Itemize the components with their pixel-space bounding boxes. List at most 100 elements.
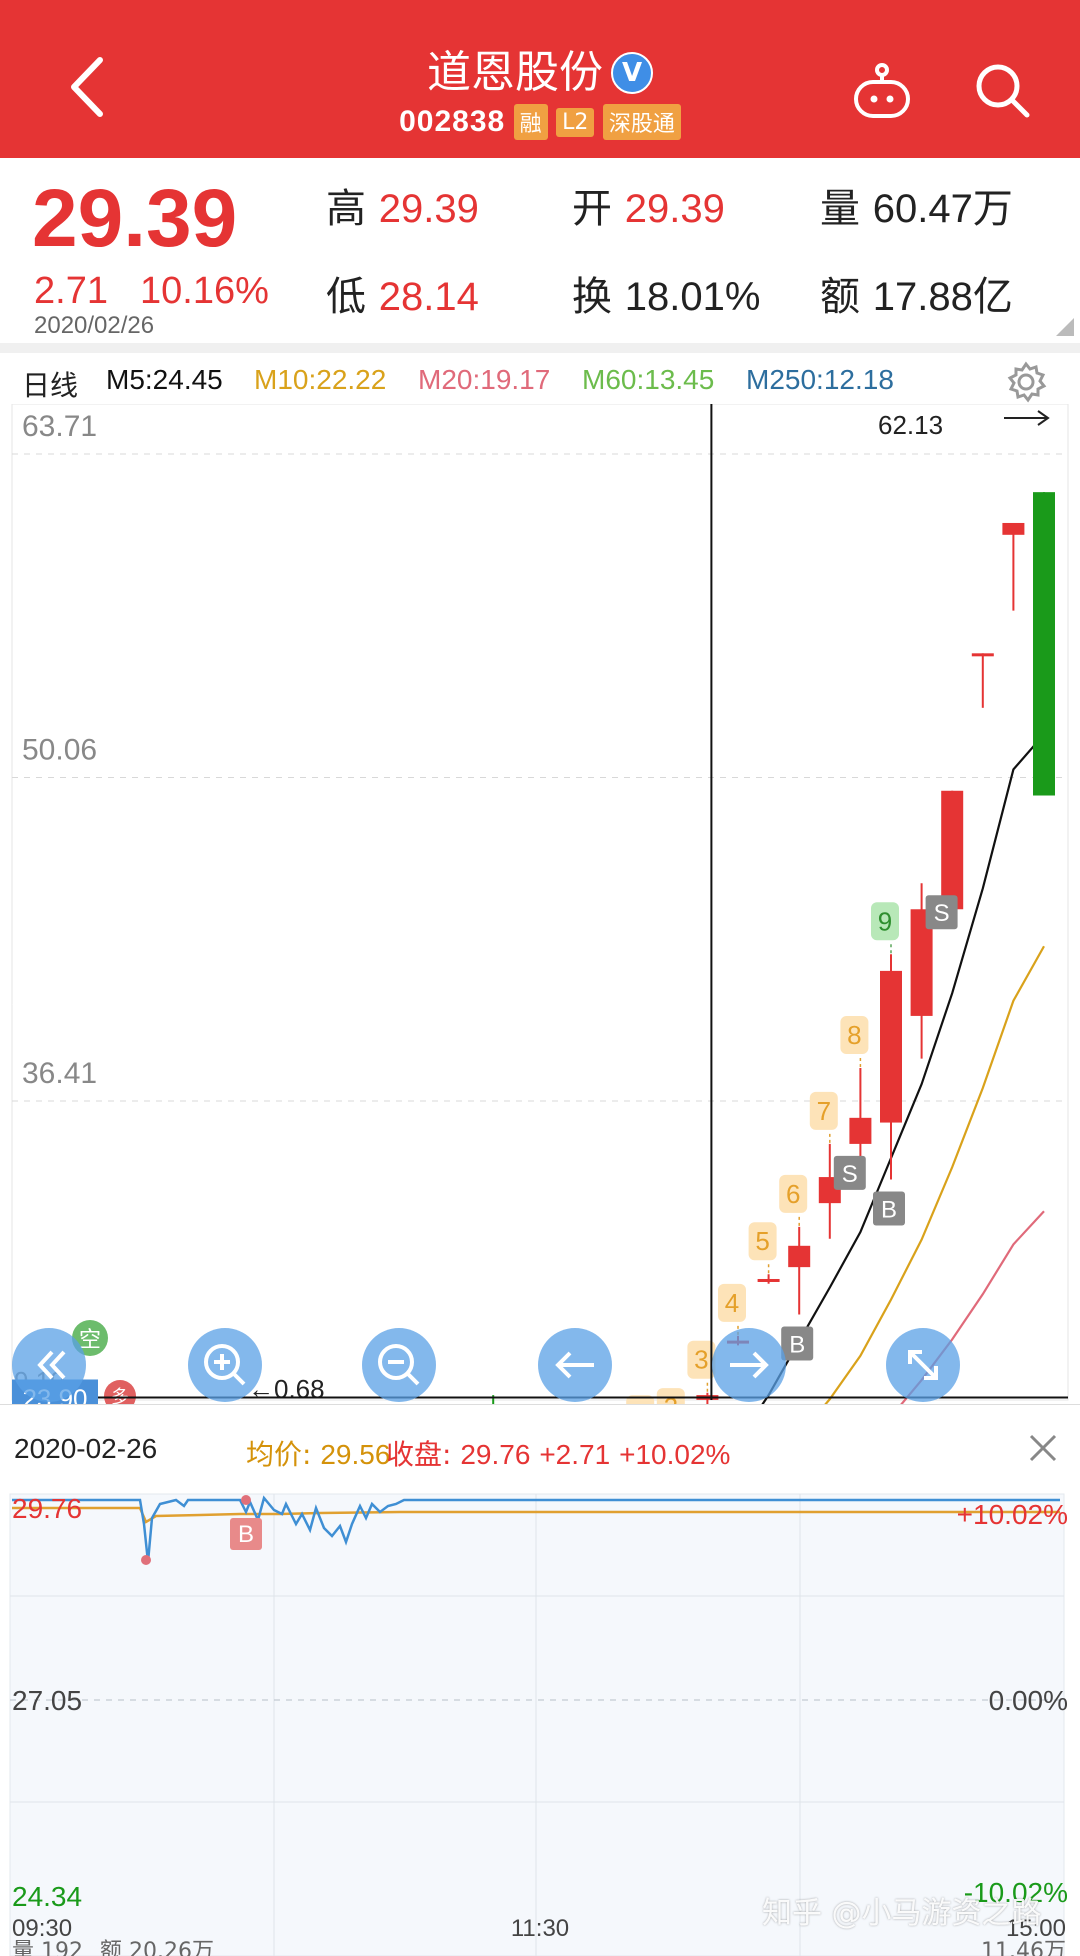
candle[interactable] bbox=[910, 883, 933, 1059]
y-axis-label: 36.41 bbox=[22, 1057, 97, 1090]
candle-body bbox=[910, 909, 933, 1016]
volume-value: 60.47万 bbox=[872, 187, 1013, 231]
td-number: 3 bbox=[694, 1345, 708, 1375]
zoom-out-button[interactable] bbox=[362, 1328, 436, 1402]
signal-badge bbox=[833, 1155, 866, 1190]
tag-margin: 融 bbox=[513, 104, 548, 140]
candle[interactable] bbox=[880, 954, 902, 1180]
low-item: 低 28.14 bbox=[326, 264, 479, 322]
time-end: 15:00 bbox=[1006, 1915, 1066, 1942]
candle[interactable] bbox=[849, 1068, 872, 1170]
stock-name: 道恩股份 bbox=[427, 47, 603, 98]
scroll-left-button[interactable] bbox=[538, 1328, 612, 1402]
td-sequence-label: 4 bbox=[718, 1283, 746, 1336]
period-label[interactable]: 日线 bbox=[22, 369, 79, 402]
intraday-date: 2020-02-26 bbox=[14, 1433, 158, 1464]
td-sequence-label: 8 bbox=[840, 1016, 869, 1069]
candle[interactable] bbox=[1002, 522, 1025, 611]
zoom-out-icon bbox=[378, 1344, 420, 1386]
intraday-close: 收盘: 29.76 +2.71 +10.02% bbox=[386, 1433, 730, 1473]
td-sequence-label: 3 bbox=[687, 1340, 716, 1393]
high-value: 29.39 bbox=[378, 187, 479, 231]
td-badge bbox=[840, 1016, 869, 1055]
tag-sz-connect: 深股通 bbox=[602, 104, 681, 140]
candle[interactable] bbox=[788, 1226, 811, 1315]
signal-badge bbox=[781, 1326, 814, 1361]
ma20-label: M20:19.17 bbox=[418, 364, 551, 395]
more-text: 多 bbox=[111, 1387, 129, 1404]
close-change-pct: +10.02% bbox=[619, 1439, 731, 1470]
td-badge bbox=[656, 1388, 685, 1404]
close-label: 收盘: bbox=[386, 1438, 452, 1471]
buy-badge bbox=[230, 1518, 262, 1550]
candle-body bbox=[849, 1117, 872, 1144]
intraday-avg: 均价: 29.56 bbox=[246, 1433, 390, 1473]
min-price-marker: ←0.68 bbox=[248, 1374, 325, 1404]
zoom-in-button[interactable] bbox=[188, 1328, 262, 1402]
quote-date: 2020/02/26 bbox=[34, 312, 155, 339]
settings-gear-icon[interactable] bbox=[1004, 360, 1048, 404]
intraday-buy-marker: B bbox=[230, 1518, 262, 1550]
time-start: 09:30 bbox=[12, 1915, 72, 1942]
td-number: 9 bbox=[878, 906, 892, 936]
tag-l2: L2 bbox=[556, 107, 595, 137]
low-value: 28.14 bbox=[378, 275, 479, 319]
y-axis-label: 63.71 bbox=[22, 410, 97, 443]
amount-item: 额 17.88亿 bbox=[820, 264, 1013, 322]
verified-badge-icon: V bbox=[611, 52, 653, 94]
signal-badge bbox=[873, 1191, 905, 1226]
turnover-label: 换 bbox=[572, 274, 612, 320]
volume-right-bottom: 11.46万 bbox=[981, 1939, 1066, 1956]
intraday-left-bot: 24.34 bbox=[12, 1881, 82, 1912]
max-price-marker: 62.13 bbox=[878, 410, 943, 440]
stock-title: 道恩股份 V bbox=[0, 36, 1080, 100]
buy-letter: B bbox=[238, 1521, 254, 1548]
scroll-right-button[interactable] bbox=[712, 1328, 786, 1402]
expand-corner-icon[interactable] bbox=[1056, 318, 1074, 336]
close-icon[interactable] bbox=[1028, 1433, 1058, 1463]
sell-signal-marker: S bbox=[833, 1155, 866, 1190]
stock-code-row: 002838 融 L2 深股通 bbox=[0, 104, 1080, 140]
open-value: 29.39 bbox=[624, 187, 725, 231]
quote-panel: 29.39 2.71 10.16% 2020/02/26 高 29.39 开 2… bbox=[0, 158, 1080, 343]
close-value: 29.76 bbox=[460, 1439, 531, 1470]
signal-letter: B bbox=[789, 1332, 805, 1359]
open-item: 开 29.39 bbox=[572, 176, 725, 234]
turnover-value: 18.01% bbox=[624, 275, 761, 319]
max-arrow-head bbox=[1037, 410, 1050, 426]
ma-legend: 日线 M5:24.45 M10:22.22 M20:19.17 M60:13.4… bbox=[0, 356, 1080, 406]
candle[interactable] bbox=[757, 1274, 780, 1284]
amount-value: 17.88亿 bbox=[872, 275, 1013, 319]
signal-badge bbox=[925, 895, 958, 930]
candle-body bbox=[757, 1278, 780, 1282]
td-sequence-label: 6 bbox=[779, 1174, 808, 1227]
candle-body bbox=[941, 790, 964, 910]
scroll-far-left-button[interactable] bbox=[12, 1328, 86, 1402]
arrow-right-icon bbox=[730, 1351, 769, 1379]
y-axis-label-low: 9.10 bbox=[12, 1004, 14, 1006]
td-badge bbox=[718, 1283, 746, 1322]
kline-frame bbox=[11, 404, 1069, 1401]
ma250-label: M250:12.18 bbox=[746, 364, 894, 395]
search-icon[interactable] bbox=[972, 60, 1032, 120]
ma60-label: M60:13.45 bbox=[582, 364, 715, 395]
volume-label-bottom: 量 192 bbox=[12, 1939, 83, 1956]
low-label: 低 bbox=[326, 274, 366, 320]
empty-text: 空 bbox=[79, 1328, 101, 1353]
candle-body bbox=[788, 1245, 811, 1268]
fullscreen-button[interactable] bbox=[886, 1328, 960, 1402]
intraday-price-line bbox=[12, 1495, 1060, 1563]
header-bar: 道恩股份 V 002838 融 L2 深股通 bbox=[0, 0, 1080, 158]
price-change-pct: 10.16% bbox=[140, 270, 269, 312]
robot-assistant-icon[interactable] bbox=[850, 62, 914, 122]
candle-body bbox=[1033, 492, 1055, 796]
candle[interactable] bbox=[1033, 492, 1055, 796]
avg-label: 均价: bbox=[246, 1438, 312, 1471]
back-arrow-icon[interactable] bbox=[60, 52, 120, 122]
signal-letter: S bbox=[934, 900, 950, 927]
volume-item: 量 60.47万 bbox=[820, 176, 1013, 234]
signal-letter: S bbox=[842, 1161, 858, 1188]
intraday-chart[interactable]: B 29.76 27.05 24.34 +10.02% 0.00% -10.02% 09:3… bbox=[0, 1484, 1080, 1956]
candle[interactable] bbox=[971, 653, 994, 708]
